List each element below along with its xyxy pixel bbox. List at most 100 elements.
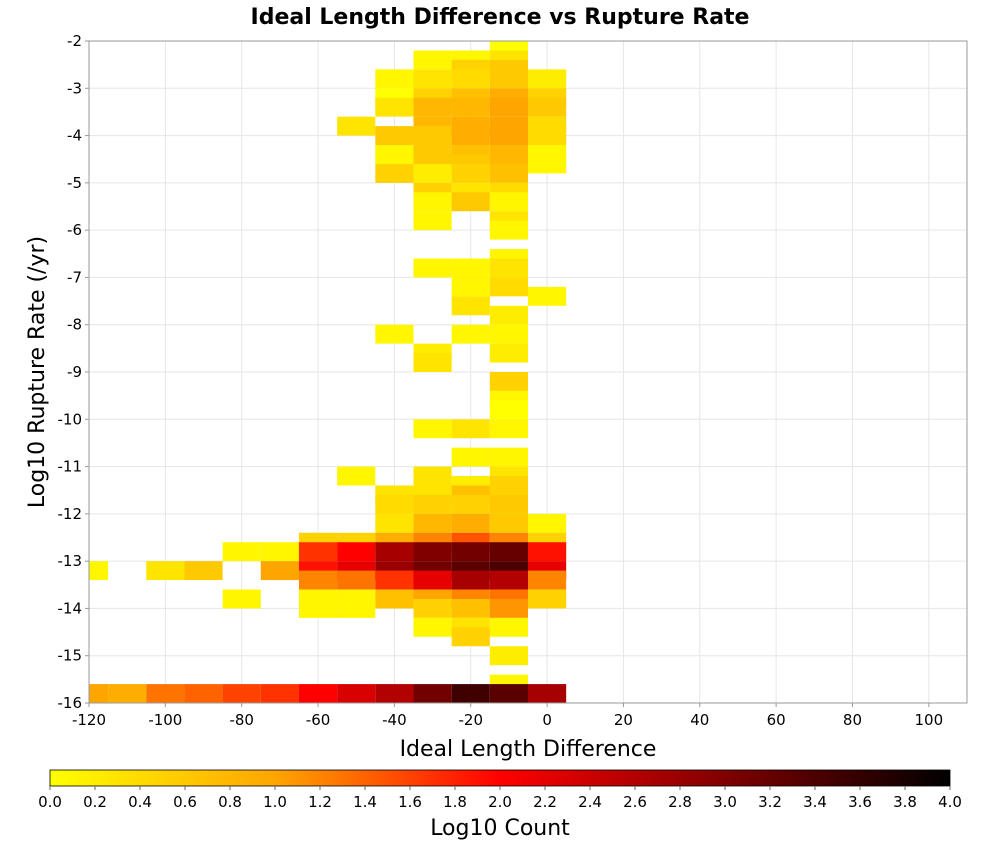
y-tick-label: -12 (58, 505, 83, 523)
heatmap-cell (375, 163, 414, 183)
x-tick-label: 0 (542, 711, 552, 729)
colorbar-tick-label: 2.8 (668, 793, 692, 811)
heatmap-cell (528, 126, 567, 146)
colorbar-tick-label: 2.0 (488, 793, 512, 811)
heatmap-cell (413, 598, 452, 618)
colorbar-tick-label: 4.0 (938, 793, 962, 811)
heatmap-cell (489, 598, 528, 618)
heatmap-cell (489, 258, 528, 278)
heatmap-cell (489, 97, 528, 117)
heatmap-cell (375, 589, 414, 609)
heatmap-cell (108, 684, 147, 703)
heatmap-cell (489, 400, 528, 420)
heatmap-cell (413, 258, 452, 278)
heatmap-cell (413, 513, 452, 533)
colorbar-tick-label: 3.8 (893, 793, 917, 811)
heatmap-cell (298, 542, 338, 562)
y-tick-label: -15 (58, 647, 83, 665)
heatmap-cell (489, 69, 528, 89)
x-tick-label: 40 (690, 711, 709, 729)
heatmap-cell (222, 542, 261, 562)
colorbar-tick-label: 2.6 (623, 793, 647, 811)
heatmap-cell (528, 589, 567, 609)
heatmap-cell (337, 570, 376, 590)
heatmap-cell (89, 561, 109, 581)
heatmap-cell (413, 570, 452, 590)
heatmap-cell (489, 542, 528, 562)
heatmap-cell (489, 372, 528, 391)
heatmap-cell (451, 627, 490, 647)
y-tick-label: -16 (58, 694, 83, 712)
heatmap-cell (451, 97, 490, 117)
heatmap-cell (413, 419, 452, 439)
y-tick-label: -2 (67, 32, 82, 50)
heatmap-cell (528, 513, 567, 533)
x-tick-label: -80 (229, 711, 254, 729)
heatmap-cell (451, 258, 490, 278)
heatmap-cell (489, 220, 528, 240)
heatmap-cell (298, 598, 338, 618)
y-tick-label: -14 (58, 599, 83, 617)
heatmap-cell (146, 561, 185, 581)
heatmap-cell (489, 277, 528, 297)
x-tick-label: -40 (382, 711, 407, 729)
colorbar-tick-label: 0.8 (218, 793, 242, 811)
heatmap-cell (489, 646, 528, 666)
heatmap-cell (489, 447, 528, 467)
heatmap-cell (451, 570, 490, 590)
colorbar-tick-label: 3.6 (848, 793, 872, 811)
heatmap-cell (413, 494, 452, 514)
heatmap-cell (451, 69, 490, 89)
y-tick-label: -4 (67, 127, 82, 145)
y-axis-ticks: -2 -3 -4 -5 -6 -7 -8 -9 -10 -11 -12 -13 -14 -15 -16 (58, 32, 89, 712)
heatmap-cell (528, 69, 567, 89)
chart-title: Ideal Length Difference vs Rupture Rate (251, 5, 750, 30)
heatmap-cell (413, 163, 452, 183)
colorbar-tick-label: 1.6 (398, 793, 422, 811)
heatmap-cell (413, 353, 452, 372)
y-tick-label: -7 (67, 268, 82, 286)
heatmap-cell (489, 513, 528, 533)
heatmap-cell (337, 466, 376, 486)
colorbar-label: Log10 Count (430, 816, 570, 841)
heatmap-cell (375, 97, 414, 117)
heatmap-cell (528, 542, 567, 562)
colorbar-tick-label: 3.2 (758, 793, 782, 811)
x-tick-label: 60 (767, 711, 786, 729)
heatmap-cell (375, 513, 414, 533)
heatmap-cell (260, 542, 299, 562)
heatmap-cell (489, 494, 528, 514)
colorbar-tick-label: 0.4 (128, 793, 152, 811)
x-tick-label: -60 (306, 711, 331, 729)
heatmap-cell (528, 684, 567, 703)
heatmap-cell (337, 542, 376, 562)
heatmap-cell (451, 296, 490, 316)
heatmap-cell (489, 41, 528, 51)
heatmap-cell (489, 126, 528, 146)
heatmap-cell (489, 617, 528, 637)
heatmap-cell (413, 211, 452, 231)
heatmap-cell (337, 116, 376, 136)
x-tick-label: 100 (915, 711, 944, 729)
y-tick-label: -3 (67, 79, 82, 97)
colorbar-tick-label: 3.0 (713, 793, 737, 811)
heatmap-cell (89, 684, 109, 703)
y-axis-label: Log10 Rupture Rate (/yr) (25, 236, 50, 508)
heatmap-cell (451, 419, 490, 439)
heatmap-cell (413, 97, 452, 117)
heatmap-cell (375, 494, 414, 514)
y-tick-label: -13 (58, 552, 83, 570)
heatmap-cell (375, 684, 414, 703)
x-tick-label: -20 (458, 711, 483, 729)
heatmap-cell (489, 192, 528, 212)
x-axis-label: Ideal Length Difference (400, 737, 657, 762)
heatmap-cell (451, 324, 490, 344)
colorbar-tick-label: 2.2 (533, 793, 557, 811)
heatmap-cell (375, 570, 414, 590)
heatmap-cell (375, 324, 414, 344)
heatmap-cell (451, 192, 490, 212)
heatmap-cell (413, 50, 452, 70)
heatmap-cell (337, 598, 376, 618)
y-tick-label: -6 (67, 221, 82, 239)
heatmap-cell (451, 163, 490, 183)
